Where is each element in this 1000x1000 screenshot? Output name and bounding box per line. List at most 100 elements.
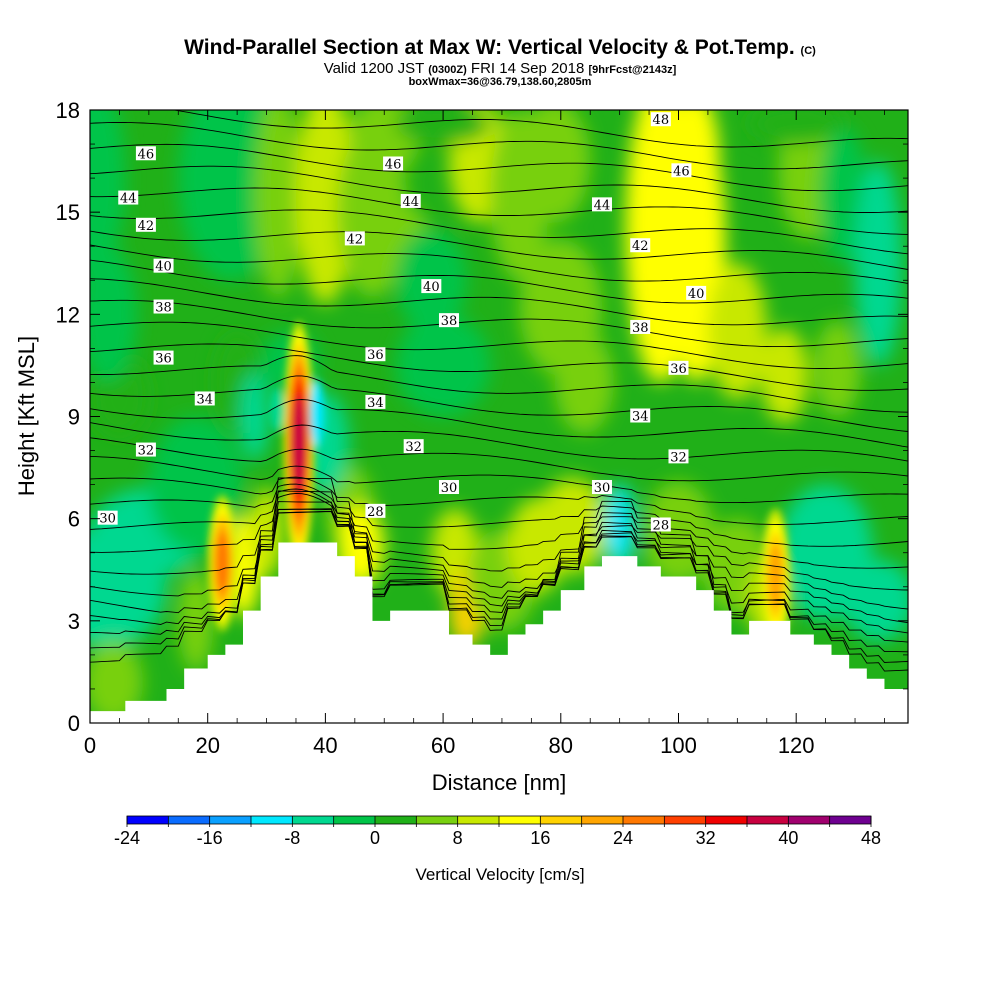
isentrope-label: 30 bbox=[99, 512, 116, 527]
isentrope-line bbox=[90, 343, 908, 391]
isentrope-label: 34 bbox=[196, 392, 213, 407]
colorbar-segment bbox=[664, 816, 707, 824]
isentrope-label-bg bbox=[194, 391, 215, 406]
colorbar-segment bbox=[829, 816, 872, 824]
downdraft-core bbox=[310, 379, 325, 448]
field-blob bbox=[707, 263, 767, 400]
updraft-core-level bbox=[292, 396, 306, 492]
y-tick-label: 3 bbox=[68, 609, 80, 634]
colorbar-label: Vertical Velocity [cm/s] bbox=[415, 865, 584, 884]
field-blob bbox=[254, 110, 302, 298]
isentrope-label-bg bbox=[153, 258, 174, 273]
isentrope-label: 32 bbox=[670, 450, 687, 465]
colorbar-tick-label: 24 bbox=[613, 828, 633, 848]
isentrope-label: 30 bbox=[441, 481, 458, 496]
isentrope-line bbox=[90, 321, 908, 369]
colorbar-segment bbox=[457, 816, 500, 824]
colorbar-segment bbox=[251, 816, 293, 824]
field-blob bbox=[604, 484, 635, 567]
colorbar-segment bbox=[747, 816, 789, 824]
isentrope-line bbox=[90, 355, 908, 413]
isentrope-label-bg bbox=[135, 146, 156, 161]
colorbar-tick-label: 0 bbox=[370, 828, 380, 848]
isentrope-label: 40 bbox=[155, 260, 172, 275]
isentrope-label-bg bbox=[135, 442, 156, 457]
velocity-field bbox=[90, 110, 908, 723]
valid-zulu: (0300Z) bbox=[428, 64, 467, 76]
isentrope-line bbox=[171, 110, 908, 148]
isentrope-label-bg bbox=[686, 285, 707, 300]
field-blob bbox=[749, 110, 844, 145]
isentrope-label-bg bbox=[403, 439, 424, 454]
y-tick-label: 0 bbox=[68, 711, 80, 736]
isentrope-label: 46 bbox=[138, 147, 155, 162]
isentrope-line bbox=[90, 511, 908, 634]
isentrope-label: 38 bbox=[155, 301, 172, 316]
isentrope-label: 42 bbox=[347, 232, 364, 247]
colorbar-segment bbox=[499, 816, 541, 824]
field-blob bbox=[178, 569, 214, 672]
isentrope-label-bg bbox=[671, 163, 692, 178]
isentrope-label-bg bbox=[153, 299, 174, 314]
isentrope-label-bg bbox=[630, 319, 651, 334]
isentrope-line bbox=[90, 399, 908, 448]
colorbar-segment bbox=[127, 816, 169, 824]
isentrope-label: 28 bbox=[367, 505, 384, 520]
colorbar-segment bbox=[375, 816, 417, 824]
y-axis-label: Height [Kft MSL] bbox=[14, 336, 39, 496]
isentrope-label: 46 bbox=[673, 164, 690, 179]
chart-title: Wind-Parallel Section at Max W: Vertical… bbox=[0, 36, 1000, 60]
colorbar-segment bbox=[168, 816, 211, 824]
chart-title-mark: (C) bbox=[800, 45, 816, 57]
field-blob bbox=[240, 372, 270, 461]
isentrope-label-bg bbox=[591, 480, 612, 495]
isentrope-label-bg bbox=[438, 313, 459, 328]
isentrope-label: 36 bbox=[155, 352, 172, 367]
x-axis-label: Distance [nm] bbox=[432, 770, 567, 795]
isentrope-label-bg bbox=[630, 238, 651, 253]
isentrope-label: 38 bbox=[632, 321, 649, 336]
isentrope-label: 44 bbox=[594, 198, 611, 213]
isentrope-line bbox=[90, 187, 908, 235]
field-blob bbox=[672, 110, 720, 230]
isentrope-line bbox=[90, 488, 908, 569]
colorbar-segment bbox=[209, 816, 252, 824]
x-tick-label: 100 bbox=[660, 733, 697, 758]
colorbar-tick-label: -8 bbox=[284, 828, 300, 848]
downdraft-core bbox=[269, 387, 286, 432]
isentrope-label-bg bbox=[135, 217, 156, 232]
isentrope-label-bg bbox=[97, 510, 118, 525]
valid-time: Valid 1200 JST bbox=[323, 60, 425, 77]
x-tick-label: 0 bbox=[84, 733, 96, 758]
isentrope-label-bg bbox=[421, 279, 442, 294]
field-blob bbox=[90, 246, 138, 383]
isentrope-line bbox=[90, 501, 908, 653]
isentrope-line bbox=[90, 299, 908, 348]
updraft-core-level bbox=[215, 532, 230, 593]
isentrope-label: 42 bbox=[632, 239, 649, 254]
forecast-info: [9hrFcst@2143z] bbox=[588, 64, 677, 76]
field-blob bbox=[843, 559, 908, 642]
isentrope-line bbox=[90, 455, 908, 504]
isentrope-line bbox=[90, 510, 908, 624]
x-axis: 0 20 40 60 80 100 120 bbox=[84, 110, 885, 758]
colorbar-segment bbox=[292, 816, 335, 824]
colorbar-tick-label: 40 bbox=[778, 828, 798, 848]
field-blob bbox=[819, 127, 867, 264]
field-blob bbox=[519, 110, 591, 223]
isentrope-label: 28 bbox=[653, 518, 670, 533]
isentrope-label: 42 bbox=[138, 219, 155, 234]
chart-subtitle: Valid 1200 JST (0300Z) FRI 14 Sep 2018 [… bbox=[0, 60, 1000, 77]
y-tick-label: 6 bbox=[68, 507, 80, 532]
x-tick-label: 80 bbox=[549, 733, 573, 758]
colorbar-tick-label: 48 bbox=[861, 828, 881, 848]
isentrope-line bbox=[90, 244, 908, 284]
colorbar: -24 -16 -8 0 8 16 24 32 40 48 bbox=[114, 815, 881, 848]
field-blob bbox=[760, 327, 808, 424]
colorbar-tick-label: -16 bbox=[197, 828, 223, 848]
isentrope-label-bg bbox=[153, 350, 174, 365]
isentrope-line bbox=[90, 422, 908, 462]
isentrope-line bbox=[90, 230, 908, 270]
